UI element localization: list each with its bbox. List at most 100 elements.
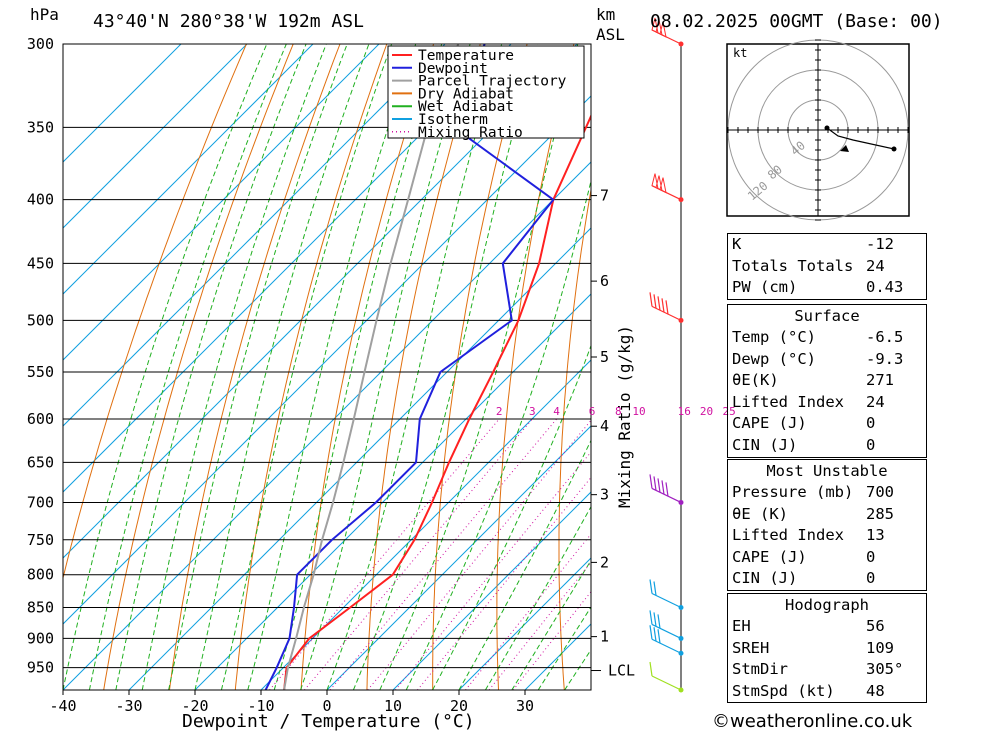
- isotherm-line: [63, 95, 591, 625]
- pressure-tick-label: 450: [27, 254, 54, 272]
- wind-barb-feather: [657, 478, 661, 493]
- mu-value: 0: [866, 547, 876, 566]
- km-tick-label: 3: [600, 486, 609, 504]
- wet-adiabat-line: [247, 44, 417, 690]
- surface-value: -6.5: [866, 328, 904, 346]
- mixing-ratio-line: [395, 451, 591, 690]
- wind-barb-feather: [649, 610, 653, 625]
- dry-adiabat-line: [677, 44, 714, 690]
- surface-row: CAPE (J) 0: [728, 413, 926, 435]
- wind-barb-staff: [651, 623, 682, 639]
- surface-label: Lifted Index: [732, 392, 844, 411]
- pressure-tick-label: 600: [27, 410, 54, 428]
- x-axis-label: Dewpoint / Temperature (°C): [182, 711, 475, 732]
- wet-adiabat-line: [273, 44, 443, 690]
- wind-barb-feather: [653, 581, 657, 596]
- pressure-unit-label: hPa: [30, 5, 59, 24]
- hodograph-end-dot: [891, 146, 897, 152]
- surface-row: θE(K) 271: [728, 370, 926, 392]
- mixing-ratio-axis-label: Mixing Ratio (g/kg): [615, 325, 634, 508]
- legend-label: Mixing Ratio: [418, 125, 523, 141]
- mu-label: θE (K): [732, 504, 788, 523]
- wind-barb: [649, 661, 684, 693]
- surface-row: Temp (°C) -6.5: [728, 327, 926, 349]
- surface-row: Lifted Index 24: [728, 392, 926, 414]
- mu-row: Lifted Index 13: [728, 525, 926, 547]
- wind-barb-feather: [649, 579, 653, 594]
- dry-adiabat-line: [945, 44, 1000, 690]
- index-row-totals: Totals Totals 24: [728, 256, 926, 278]
- wind-barb-feather: [665, 300, 669, 315]
- hodo-label: StmSpd (kt): [732, 681, 835, 700]
- hodo-row: StmDir 305°: [728, 659, 926, 681]
- wind-barb-feather: [653, 294, 657, 309]
- wet-adiabat-line: [379, 44, 579, 690]
- mixing-ratio-label: 10: [632, 405, 645, 418]
- index-value: 0.43: [866, 278, 904, 297]
- mixing-ratio-label: 2: [496, 405, 503, 418]
- hodograph-unit: kt: [733, 46, 747, 60]
- mu-value: 285: [866, 504, 894, 523]
- mixing-ratio-label: 25: [722, 405, 735, 418]
- km-unit-label: km: [596, 5, 615, 24]
- footer-credit: ©weatheronline.co.uk: [712, 711, 913, 732]
- wind-barb-staff: [651, 305, 682, 321]
- wet-adiabat-line: [352, 44, 538, 690]
- km-tick-label: 1: [600, 628, 609, 646]
- datetime-title: 08.02.2025 00GMT (Base: 00): [650, 11, 943, 32]
- pressure-tick-label: 950: [27, 659, 54, 677]
- isotherm-line: [63, 44, 578, 559]
- surface-value: 24: [866, 392, 885, 411]
- hodograph-start-dot: [824, 125, 830, 131]
- wet-adiabat-line: [432, 344, 591, 690]
- index-label: PW (cm): [732, 278, 798, 297]
- wind-barb-flag: [659, 21, 667, 38]
- hodo-row: StmSpd (kt) 48: [728, 681, 926, 703]
- hodograph-trace: [826, 127, 895, 150]
- x-tick-label: -40: [49, 697, 76, 715]
- km-tick-label: 2: [600, 553, 609, 571]
- isotherm-line: [63, 44, 446, 427]
- isotherm-line: [63, 44, 248, 229]
- index-row-pw: PW (cm) 0.43: [728, 277, 926, 299]
- isotherm-line: [63, 161, 591, 690]
- dry-adiabat-line: [63, 44, 247, 580]
- surface-label: θE(K): [732, 371, 779, 390]
- wind-barb-staff: [651, 675, 682, 691]
- mixing-ratio-label: 8: [615, 405, 622, 418]
- hodo-value: 56: [866, 617, 885, 635]
- legend-label: Dry Adiabat: [418, 86, 514, 102]
- mu-row: CIN (J) 0: [728, 568, 926, 590]
- surface-value: 0: [866, 435, 876, 454]
- isotherm-line: [63, 44, 380, 361]
- wet-adiabat-line: [326, 44, 503, 690]
- mixing-ratio-line: [329, 418, 557, 690]
- surface-row: CIN (J) 0: [728, 435, 926, 457]
- legend-label: Dewpoint: [418, 61, 488, 77]
- wet-adiabat-line: [300, 44, 471, 690]
- dry-adiabat-line: [169, 44, 341, 690]
- wet-adiabat-line: [115, 44, 307, 690]
- wind-barb-feather: [653, 627, 657, 642]
- mixing-ratio-label: 20: [700, 405, 713, 418]
- surface-label: CIN (J): [732, 435, 798, 454]
- temperature-profile: [283, 113, 591, 690]
- wind-barb-feather: [653, 612, 657, 627]
- km-tick-label: 7: [600, 187, 609, 205]
- pressure-tick-label: 900: [27, 629, 54, 647]
- wind-barb-feather: [649, 292, 653, 307]
- pressure-tick-label: 750: [27, 531, 54, 549]
- pressure-tick-label: 700: [27, 493, 54, 511]
- pressure-tick-label: 400: [27, 191, 54, 209]
- legend-label: Isotherm: [418, 112, 488, 128]
- dry-adiabat-line: [994, 44, 1000, 690]
- km-tick-label: 4: [600, 417, 609, 435]
- surface-value: 271: [866, 371, 894, 390]
- mu-label: Lifted Index: [732, 526, 844, 545]
- dry-adiabat-line: [234, 44, 388, 690]
- wind-barb-staff: [651, 487, 682, 503]
- wet-adiabat-line: [194, 44, 370, 690]
- km-tick-label: 5: [600, 348, 609, 366]
- index-label: Totals Totals: [732, 256, 854, 275]
- pressure-tick-label: 850: [27, 599, 54, 617]
